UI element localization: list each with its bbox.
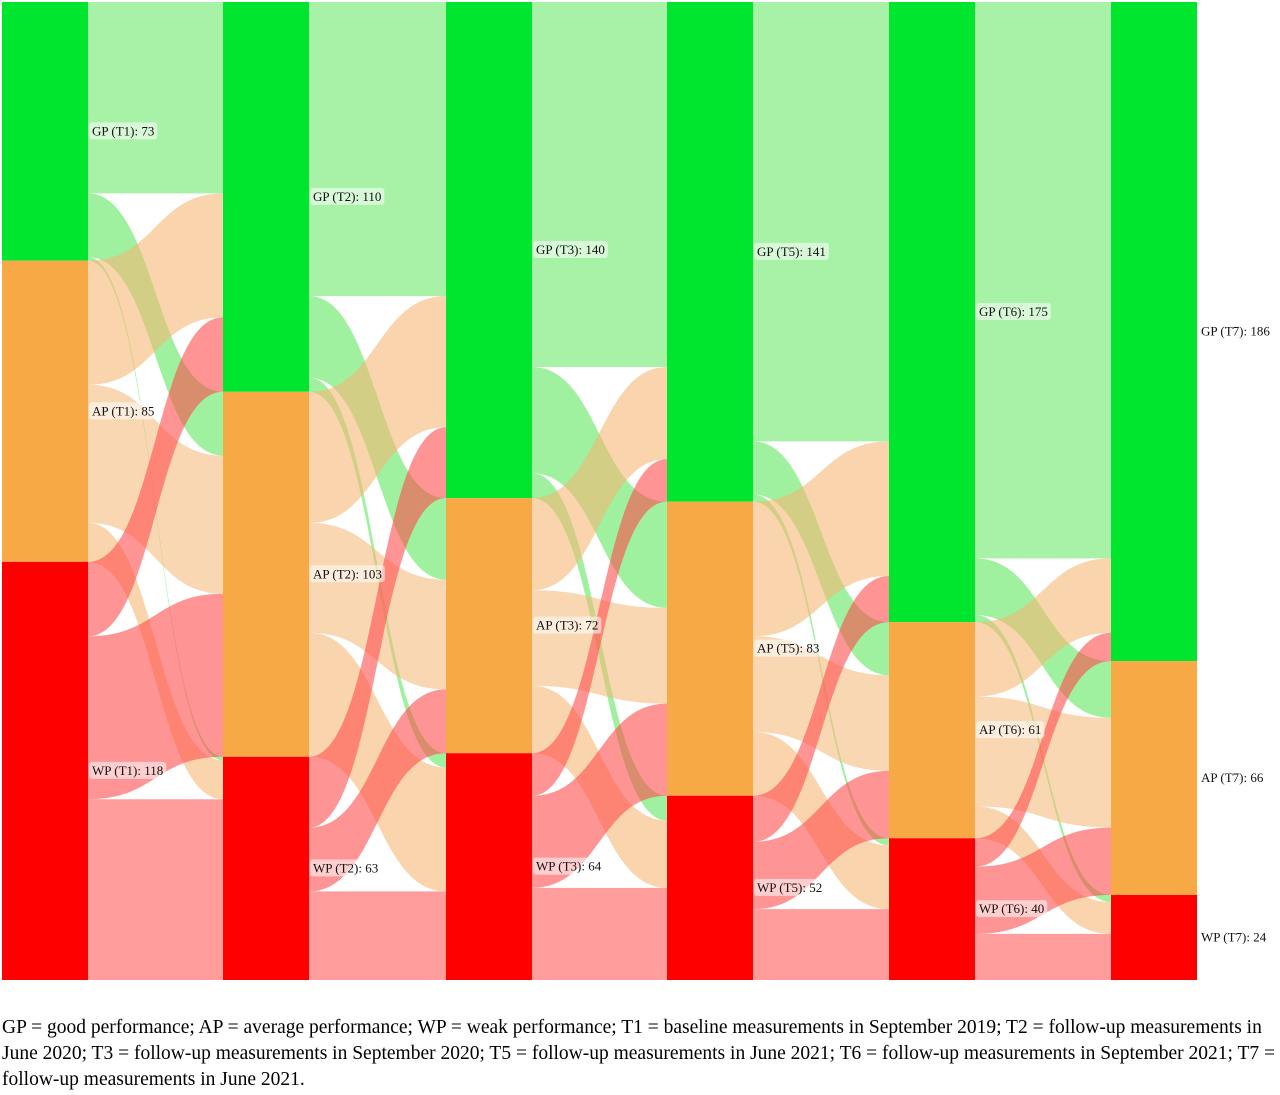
flow-T3-WP-to-T5-AP [532, 703, 667, 888]
flow-T1-WP-to-T2-GP [88, 317, 223, 637]
node-label-GP-T3: GP (T3): 140 [536, 242, 605, 257]
node-label-bg-GP-T6 [976, 303, 1051, 321]
node-label-bg-AP-T5 [754, 639, 823, 657]
node-label-bg-WP-T1 [89, 761, 167, 779]
nodes-layer [2, 2, 1197, 980]
node-label-bg-WP-T6 [976, 900, 1048, 918]
figure-caption: GP = good performance; AP = average perf… [2, 1017, 1276, 1090]
node-label-WP-T7: WP (T7): 24 [1201, 929, 1267, 944]
node-WP-T5 [667, 795, 753, 980]
flow-T2-WP-to-T3-AP [309, 689, 446, 892]
node-GP-T5 [667, 2, 753, 502]
flow-T3-WP-to-T5-WP [532, 887, 667, 980]
node-AP-T7 [1111, 661, 1197, 895]
node-label-GP-T5: GP (T5): 141 [757, 244, 826, 259]
node-label-WP-T2: WP (T2): 63 [313, 860, 378, 875]
node-AP-T6 [889, 622, 975, 839]
node-label-AP-T6: AP (T6): 61 [979, 722, 1041, 737]
node-label-bg-AP-T6 [976, 721, 1045, 739]
node-label-bg-GP-T1 [89, 122, 158, 140]
node-label-bg-AP-T2 [310, 565, 385, 583]
node-WP-T7 [1111, 894, 1197, 980]
node-label-GP-T6: GP (T6): 175 [979, 304, 1048, 319]
node-label-bg-WP-T2 [310, 859, 382, 877]
node-label-GP-T2: GP (T2): 110 [313, 189, 381, 204]
node-AP-T1 [2, 260, 88, 562]
flow-T5-WP-to-T6-AP [753, 770, 889, 910]
node-label-WP-T1: WP (T1): 118 [92, 763, 163, 778]
node-label-bg-AP-T3 [533, 616, 602, 634]
flow-T1-WP-to-T2-WP [88, 799, 223, 980]
node-AP-T5 [667, 501, 753, 796]
node-GP-T2 [223, 2, 309, 392]
node-label-bg-WP-T3 [533, 857, 605, 875]
node-label-AP-T1: AP (T1): 85 [92, 403, 154, 418]
labels-layer: GP (T1): 73 AP (T1): 85 WP (T1): 118 GP (T2… [89, 122, 1270, 944]
node-label-WP-T3: WP (T3): 64 [536, 859, 602, 874]
node-label-AP-T3: AP (T3): 72 [536, 618, 598, 633]
flow-T3-AP-to-T5-GP [532, 366, 667, 591]
flow-T5-AP-to-T6-GP [753, 441, 889, 637]
node-label-AP-T7: AP (T7): 66 [1201, 770, 1264, 785]
flow-T5-WP-to-T6-GP [753, 576, 889, 842]
node-label-bg-GP-T2 [310, 187, 385, 205]
node-GP-T6 [889, 2, 975, 623]
node-WP-T2 [223, 756, 309, 980]
node-label-bg-AP-T1 [89, 402, 158, 420]
flow-T1-AP-to-T2-GP [88, 193, 223, 385]
node-label-AP-T2: AP (T2): 103 [313, 566, 382, 581]
node-label-AP-T5: AP (T5): 83 [757, 641, 819, 656]
node-label-GP-T1: GP (T1): 73 [92, 123, 154, 138]
flow-T2-WP-to-T3-WP [309, 891, 446, 980]
node-GP-T3 [446, 2, 532, 499]
flow-T6-WP-to-T7-WP [975, 933, 1111, 980]
node-label-bg-GP-T3 [533, 241, 608, 259]
node-WP-T1 [2, 561, 88, 980]
node-AP-T2 [223, 391, 309, 757]
node-label-WP-T6: WP (T6): 40 [979, 901, 1044, 916]
flow-T2-WP-to-T3-GP [309, 427, 446, 828]
sankey-chart: GP (T1): 73 AP (T1): 85 WP (T1): 118 GP (T2… [2, 2, 1270, 980]
node-WP-T6 [889, 838, 975, 980]
node-label-WP-T5: WP (T5): 52 [757, 880, 822, 895]
flow-T5-WP-to-T6-WP [753, 909, 889, 980]
node-GP-T7 [1111, 2, 1197, 662]
flow-T3-GP-to-T5-GP [532, 2, 667, 367]
flow-T2-AP-to-T3-GP [309, 296, 446, 523]
flow-T6-AP-to-T7-GP [975, 558, 1111, 697]
flow-T1-GP-to-T2-GP [88, 2, 223, 194]
flow-T1-WP-to-T2-AP [88, 593, 223, 800]
node-label-bg-WP-T5 [754, 878, 826, 896]
flow-T6-GP-to-T7-GP [975, 2, 1111, 559]
flow-T5-GP-to-T6-GP [753, 2, 889, 442]
node-label-bg-GP-T5 [754, 242, 829, 260]
node-label-GP-T7: GP (T7): 186 [1201, 324, 1270, 339]
node-AP-T3 [446, 498, 532, 754]
node-GP-T1 [2, 2, 88, 261]
node-WP-T3 [446, 753, 532, 980]
flow-T2-GP-to-T3-GP [309, 2, 446, 297]
flow-T6-WP-to-T7-GP [975, 632, 1111, 867]
